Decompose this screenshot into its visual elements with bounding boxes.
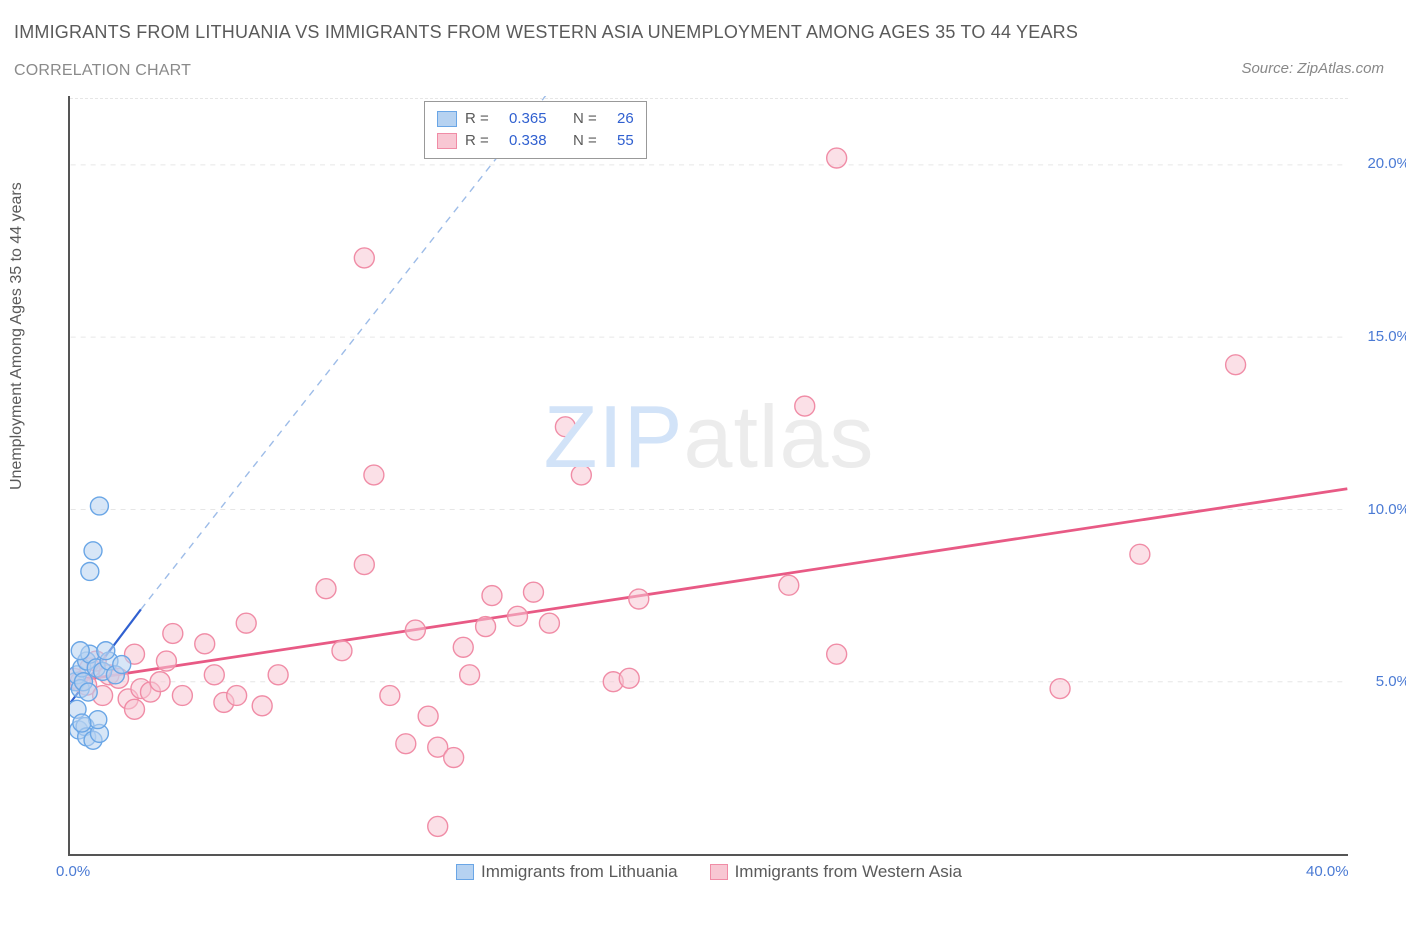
legend-stats-row-2: R = 0.338 N = 55 [437,130,634,152]
legend-n2-value: 55 [617,130,634,152]
legend-r1-value: 0.365 [509,108,565,130]
chart-area: ZIPatlas R = 0.365 N = 26 R = 0.338 N = … [68,96,1348,856]
legend-stats-box: R = 0.365 N = 26 R = 0.338 N = 55 [424,101,647,159]
x-tick-label: 40.0% [1306,863,1349,880]
y-tick-label: 15.0% [1367,328,1406,345]
legend-series-2: Immigrants from Western Asia [710,862,962,882]
scatter-svg [70,96,1348,854]
legend-series-2-label: Immigrants from Western Asia [735,862,962,882]
legend-series: Immigrants from Lithuania Immigrants fro… [70,862,1348,882]
legend-series-1-label: Immigrants from Lithuania [481,862,678,882]
legend-series-1-swatch [456,864,474,880]
legend-n1-value: 26 [617,108,634,130]
legend-swatch-1 [437,111,457,127]
legend-n-label: N = [573,130,609,152]
y-tick-label: 5.0% [1376,673,1406,690]
x-tick-label: 0.0% [56,863,90,880]
legend-series-1: Immigrants from Lithuania [456,862,678,882]
legend-swatch-2 [437,133,457,149]
title-main: IMMIGRANTS FROM LITHUANIA VS IMMIGRANTS … [14,22,1078,43]
legend-r-label: R = [465,130,501,152]
source-credit: Source: ZipAtlas.com [1241,60,1384,77]
legend-n-label: N = [573,108,609,130]
title-sub: CORRELATION CHART [14,62,1078,80]
y-axis-title: Unemployment Among Ages 35 to 44 years [8,182,26,490]
legend-r-label: R = [465,108,501,130]
legend-r2-value: 0.338 [509,130,565,152]
y-tick-label: 20.0% [1367,155,1406,172]
legend-series-2-swatch [710,864,728,880]
title-block: IMMIGRANTS FROM LITHUANIA VS IMMIGRANTS … [14,22,1078,80]
legend-stats-row-1: R = 0.365 N = 26 [437,108,634,130]
grid-top-edge [70,98,1348,99]
y-tick-label: 10.0% [1367,501,1406,518]
